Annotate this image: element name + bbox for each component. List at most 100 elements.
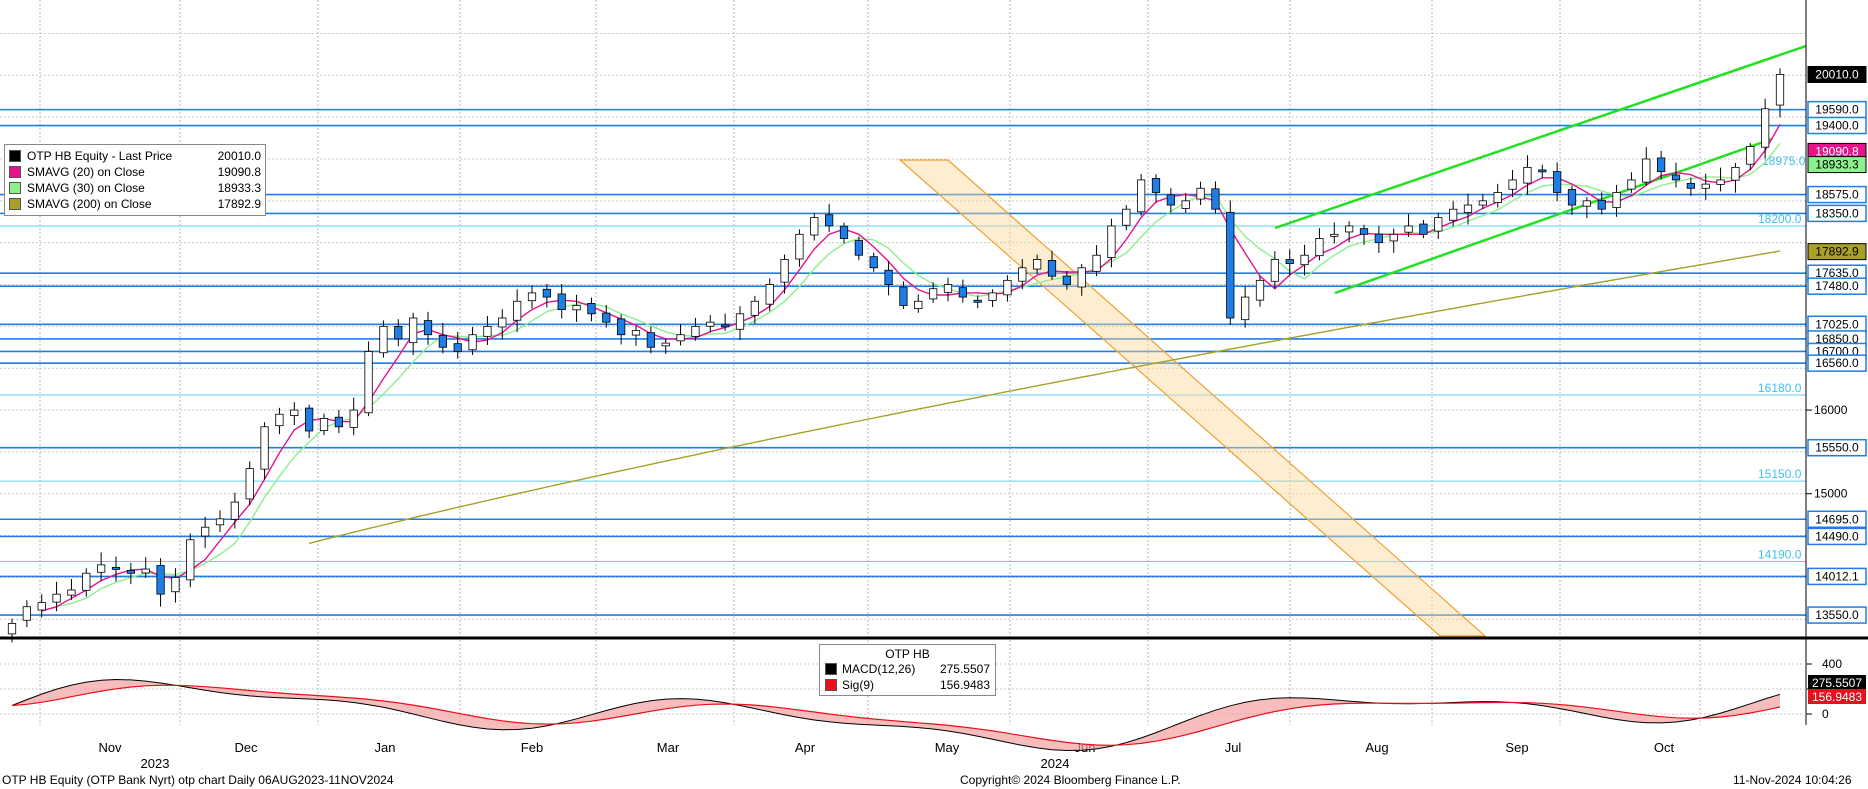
candle-body (1493, 192, 1502, 204)
candle-body (914, 300, 923, 309)
candle-body (1449, 208, 1458, 221)
candle-body (1033, 259, 1042, 270)
level-tag-box (1807, 204, 1867, 223)
candle-body (1389, 233, 1398, 242)
candle-body (409, 317, 418, 344)
candle-body (1003, 279, 1012, 296)
x-month-label: Feb (521, 740, 543, 755)
candle-body (275, 413, 284, 427)
macd-legend-row-sig: Sig(9) 156.9483 (825, 677, 990, 693)
level-tag-label: 17480.0 (1815, 279, 1859, 293)
candle-body (1018, 267, 1027, 282)
candle-body (973, 299, 982, 303)
level-thin-label: 18200.0 (1758, 212, 1802, 226)
candle-body (22, 606, 31, 621)
legend-swatch (9, 150, 21, 162)
price-chart: 18200.0 16180.0 15150.0 14190.0 18975.0 1959… (0, 0, 1868, 770)
sig-tag-label: 156.9483 (1812, 690, 1862, 704)
legend-value: 17892.9 (217, 197, 261, 211)
orange-channel (898, 159, 1487, 637)
candle-body (349, 409, 358, 428)
candle-body (1657, 157, 1666, 172)
candle-body (527, 292, 537, 302)
candle-body (1716, 179, 1725, 185)
candle-body (1567, 189, 1577, 206)
legend-swatch (825, 679, 837, 691)
candle-body (498, 317, 507, 328)
price-legend: OTP HB Equity - Last Price 20010.0 SMAVG… (4, 144, 266, 216)
candle-body (1463, 204, 1473, 213)
candle-body (141, 568, 150, 574)
level-tag-label: 18350.0 (1815, 206, 1859, 220)
level-tag-label: 15550.0 (1815, 441, 1859, 455)
candle-body (1374, 233, 1383, 244)
candle-body (1627, 179, 1636, 190)
price-tag-label: 20010.0 (1815, 67, 1859, 81)
level-tag-label: 16560.0 (1815, 356, 1859, 370)
level-tag-label: 18575.0 (1815, 188, 1859, 202)
candle-body (1731, 166, 1740, 181)
candle-body (245, 468, 254, 500)
candle-body (394, 326, 403, 340)
legend-swatch (9, 182, 21, 194)
level-tag-label: 17025.0 (1815, 317, 1859, 331)
price-tag-box (1807, 156, 1867, 174)
price-tag: 18933.3 (1807, 156, 1867, 174)
candle-body (1686, 183, 1695, 189)
candle-body (111, 566, 121, 570)
candle-body (379, 325, 388, 354)
candle-body (617, 318, 626, 336)
level-tag-label: 17635.0 (1815, 266, 1859, 280)
candle-body (1181, 200, 1190, 209)
x-year-label: 2023 (141, 756, 170, 770)
macd-label: MACD(12,26) (842, 662, 916, 676)
candle-body (1523, 166, 1532, 184)
x-month-label: Oct (1654, 740, 1675, 755)
candle-body (1671, 174, 1681, 181)
level-thin-label: 15150.0 (1758, 467, 1802, 481)
level-tag-box (1807, 185, 1867, 204)
macd-legend-row-macd: MACD(12,26) 275.5507 (825, 661, 990, 677)
candle-body (869, 256, 878, 269)
candle-body (929, 288, 938, 300)
candle-body (1151, 178, 1161, 193)
candle-body (1775, 74, 1785, 106)
candle-body (1092, 254, 1101, 272)
candle-body (1404, 225, 1413, 233)
candle-body (37, 602, 46, 611)
candle-body (1761, 108, 1770, 148)
signal-line (11, 684, 1781, 746)
candle-body (839, 225, 849, 239)
candle-body (1241, 296, 1250, 321)
candle-body (215, 518, 225, 526)
sig-value: 156.9483 (939, 678, 990, 692)
price-tag: 17892.9 (1807, 243, 1867, 261)
candle-body (483, 325, 492, 337)
candle-body (1345, 225, 1354, 233)
green-channel-upper (1274, 44, 1807, 230)
grid (0, 0, 1806, 725)
y-tick-label: 16000 (1814, 403, 1848, 417)
candle-body (825, 214, 834, 227)
level-tag-box (1807, 116, 1867, 135)
candle-body (438, 334, 447, 348)
macd-legend-title: OTP HB (885, 647, 930, 661)
candles (7, 68, 1785, 643)
level-tag-box (1807, 527, 1867, 546)
candle-body (97, 564, 106, 573)
candle-body (602, 312, 611, 323)
level-tag-label: 16850.0 (1815, 332, 1859, 346)
level-tag-box (1807, 510, 1867, 529)
x-month-label: May (935, 740, 960, 755)
y-tick-label: 15000 (1814, 487, 1848, 501)
candle-body (587, 303, 596, 315)
footer-right: 11-Nov-2024 10:04:26 (1733, 773, 1852, 787)
annotation-level-label: 18975.0 (1762, 154, 1806, 168)
macd-tag-box (1808, 675, 1866, 690)
candle-body (1359, 228, 1369, 235)
support-resistance-levels: 18200.0 16180.0 15150.0 14190.0 18975.0 (0, 108, 1806, 616)
level-tag-label: 14012.1 (1815, 569, 1859, 583)
legend-label: SMAVG (30) on Close (27, 181, 145, 195)
candle-body (1642, 158, 1651, 183)
